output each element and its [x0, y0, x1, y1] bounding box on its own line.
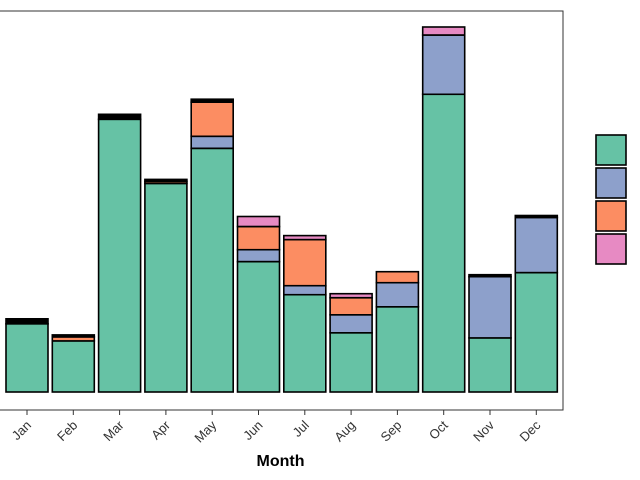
bar-dec-series-2 [514, 216, 559, 274]
bar-mar-series-1 [97, 118, 142, 393]
bar-may-series-1 [190, 147, 234, 393]
bar-apr-series-1 [144, 182, 188, 393]
bar-jun-series-1 [236, 260, 281, 393]
bar-aug-series-3 [329, 296, 373, 316]
bar-oct-series-2 [421, 34, 466, 96]
bars-layer [5, 26, 559, 393]
x-tick-label-may: May [191, 417, 219, 445]
bar-aug-series-2 [329, 313, 373, 334]
bar-oct-series-4 [421, 26, 466, 36]
x-tick-label-apr: Apr [148, 417, 173, 442]
bar-feb-series-5 [51, 334, 96, 338]
bar-dec-series-5 [514, 214, 559, 219]
bar-sep-series-1 [375, 305, 420, 393]
x-axis-title: Month [257, 453, 305, 470]
x-tick-label-aug: Aug [331, 418, 358, 445]
bar-feb-series-1 [51, 340, 96, 393]
bar-jun-series-3 [236, 225, 281, 251]
bar-nov-series-2 [468, 275, 512, 339]
bar-aug-series-4 [329, 292, 373, 299]
bar-nov-series-5 [468, 273, 512, 278]
bar-mar-series-5 [97, 113, 142, 121]
bar-jul-series-4 [282, 234, 327, 241]
bar-jun-series-4 [236, 215, 281, 228]
x-tick-label-sep: Sep [378, 418, 405, 445]
bar-may-series-3 [190, 101, 234, 138]
bar-jan-series-5 [5, 317, 49, 325]
bar-jan-series-1 [5, 322, 49, 393]
legend-key-series-1 [595, 134, 627, 166]
bar-apr-series-5 [144, 178, 188, 183]
plot-panel-border [0, 10, 564, 411]
bar-may-series-2 [190, 135, 234, 150]
legend-key-series-4 [595, 233, 627, 265]
bar-may-series-5 [190, 98, 234, 103]
x-tick-label-dec: Dec [516, 417, 543, 444]
x-tick-label-jul: Jul [290, 417, 312, 439]
x-tick-label-mar: Mar [100, 417, 127, 444]
x-axis: Jan Feb Mar Apr May Jun Jul Aug Sep Oct Nov Dec [9, 410, 544, 445]
bar-jul-series-3 [282, 238, 327, 287]
bar-sep-series-2 [375, 281, 420, 308]
legend-key-series-3 [595, 200, 627, 232]
x-tick-label-feb: Feb [54, 418, 80, 444]
bar-jul-series-1 [282, 293, 327, 393]
legend [595, 134, 627, 265]
bar-jun-series-2 [236, 248, 281, 263]
bar-nov-series-1 [468, 337, 512, 393]
x-tick-label-jan: Jan [9, 418, 34, 443]
legend-key-series-2 [595, 167, 627, 199]
bar-sep-series-3 [375, 270, 420, 284]
bar-oct-series-1 [421, 93, 466, 393]
x-tick-label-nov: Nov [470, 417, 497, 444]
bar-jul-series-2 [282, 284, 327, 296]
x-tick-label-oct: Oct [426, 417, 451, 442]
x-tick-label-jun: Jun [240, 418, 265, 443]
bar-dec-series-1 [514, 271, 559, 393]
bar-aug-series-1 [329, 331, 373, 393]
